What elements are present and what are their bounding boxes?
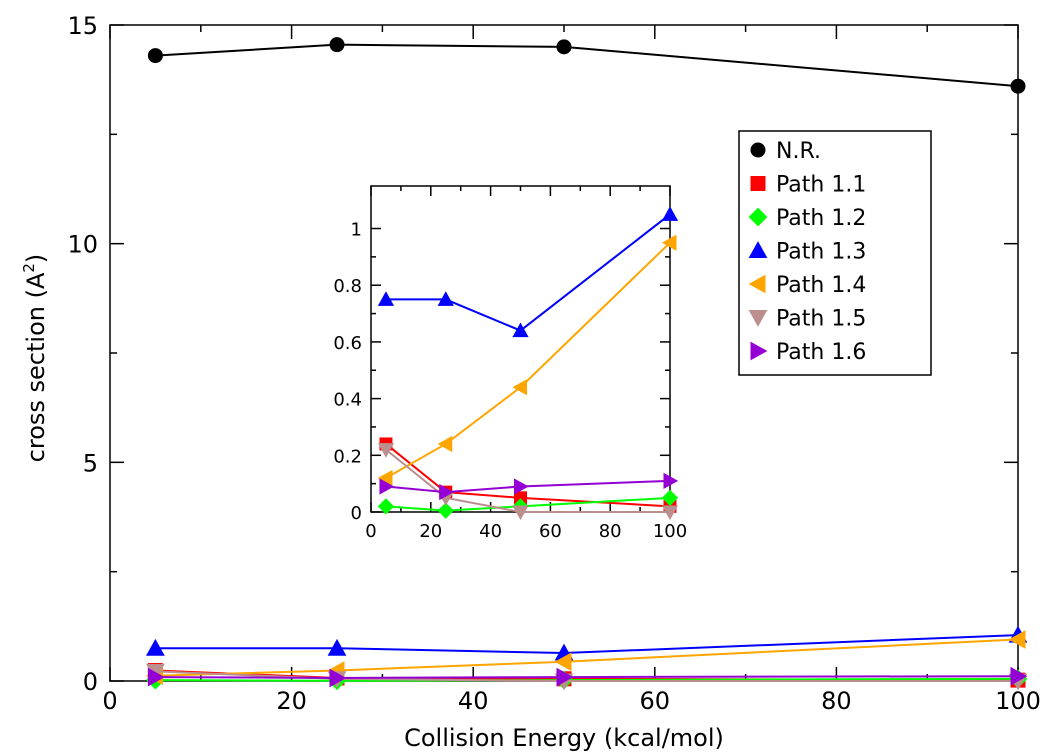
main-point-n-r xyxy=(147,48,163,64)
inset-point-path-1-6 xyxy=(379,478,395,495)
inset-line-path-1-4 xyxy=(385,241,671,479)
inset-plot-frame xyxy=(370,185,671,513)
inset-point-path-1-6 xyxy=(663,472,679,489)
legend-marker-n-r xyxy=(750,142,766,158)
legend-label-path-1-2: Path 1.2 xyxy=(776,206,866,231)
main-line-path-1-3 xyxy=(155,634,1019,655)
inset-point-path-1-1 xyxy=(514,491,527,505)
main-point-path-1-4 xyxy=(1008,630,1026,649)
legend-label-path-1-5: Path 1.5 xyxy=(776,307,866,332)
inset-x-tick-label: 60 xyxy=(539,521,562,542)
legend-box xyxy=(738,130,932,376)
main-line-n-r xyxy=(155,43,1019,88)
main-point-n-r xyxy=(329,37,345,53)
inset-x-tick-label: 80 xyxy=(599,521,622,542)
legend-marker-path-1-1 xyxy=(750,176,766,191)
inset-y-tick-label: 0.4 xyxy=(333,390,362,411)
main-point-path-1-6 xyxy=(1010,666,1028,686)
main-y-tick-label: 15 xyxy=(67,12,98,40)
inset-x-tick-label: 20 xyxy=(419,521,442,542)
inset-line-path-1-5 xyxy=(385,448,670,513)
inset-x-tick-label: 100 xyxy=(653,521,687,542)
legend-marker-path-1-4 xyxy=(748,274,766,294)
main-line-path-1-5 xyxy=(155,670,1018,682)
inset-point-path-1-2 xyxy=(437,502,454,519)
main-point-path-1-3 xyxy=(146,638,165,656)
inset-point-path-1-4 xyxy=(512,379,527,396)
inset-point-path-1-4 xyxy=(437,435,453,453)
main-point-path-1-4 xyxy=(554,652,572,672)
inset-point-path-1-5 xyxy=(661,505,679,521)
main-line-path-1-6 xyxy=(155,675,1019,679)
main-point-n-r xyxy=(1010,78,1026,94)
inset-point-path-1-2 xyxy=(661,489,679,506)
main-x-tick-label: 60 xyxy=(640,687,671,715)
inset-line-path-1-2 xyxy=(385,496,671,512)
legend-label-n-r: N.R. xyxy=(776,139,821,164)
inset-y-tick-label: 1 xyxy=(351,220,362,241)
main-point-n-r xyxy=(556,39,572,55)
legend-label-path-1-4: Path 1.4 xyxy=(776,273,866,298)
inset-point-path-1-6 xyxy=(514,478,529,495)
main-y-tick-label: 5 xyxy=(83,449,98,477)
main-point-path-1-6 xyxy=(556,667,574,687)
inset-x-tick-label: 0 xyxy=(365,521,376,542)
inset-point-path-1-6 xyxy=(439,484,454,501)
inset-x-tick-label: 40 xyxy=(479,521,502,542)
inset-point-path-1-2 xyxy=(377,498,395,515)
inset-y-tick-label: 0 xyxy=(351,503,362,524)
main-line-path-1-4 xyxy=(155,638,1019,677)
legend-marker-path-1-6 xyxy=(750,341,768,361)
inset-line-path-1-6 xyxy=(385,479,671,494)
y-axis-label: cross section (A2) xyxy=(20,254,50,463)
inset-point-path-1-4 xyxy=(377,469,393,487)
legend-marker-path-1-5 xyxy=(748,310,768,327)
main-x-tick-label: 80 xyxy=(821,687,852,715)
main-point-path-1-6 xyxy=(329,668,347,688)
legend-label-path-1-1: Path 1.1 xyxy=(776,173,866,198)
inset-y-tick-label: 0.6 xyxy=(333,333,362,354)
inset-y-tick-label: 0.2 xyxy=(333,446,362,467)
main-point-path-1-3 xyxy=(327,638,347,656)
inset-point-path-1-3 xyxy=(661,206,679,221)
main-y-tick-label: 10 xyxy=(67,231,98,259)
inset-point-path-1-4 xyxy=(661,234,677,251)
inset-point-path-1-5 xyxy=(377,443,395,458)
inset-panel: 0 20 40 60 80 100 0 0.2 0.4 0.6 0.8 1 xyxy=(333,185,687,542)
main-x-tick-label: 20 xyxy=(276,687,307,715)
inset-point-path-1-3 xyxy=(377,291,395,306)
main-x-tick-label: 0 xyxy=(102,687,117,715)
legend-marker-path-1-3 xyxy=(748,241,768,258)
legend-label-path-1-6: Path 1.6 xyxy=(776,340,866,365)
inset-y-tick-label: 0.8 xyxy=(333,276,362,297)
main-x-tick-label: 100 xyxy=(995,687,1041,715)
main-x-tick-label: 40 xyxy=(458,687,489,715)
legend-marker-path-1-2 xyxy=(748,207,768,227)
inset-point-path-1-5 xyxy=(512,505,529,521)
inset-point-path-1-3 xyxy=(437,291,454,306)
legend-label-path-1-3: Path 1.3 xyxy=(776,240,866,265)
legend: N.R. Path 1.1 Path 1.2 Path 1.3 Path 1.4 Path… xyxy=(738,130,932,376)
main-point-path-1-6 xyxy=(147,667,165,687)
x-axis-label: Collision Energy (kcal/mol) xyxy=(404,724,724,752)
inset-line-path-1-3 xyxy=(385,213,671,332)
main-y-tick-label: 0 xyxy=(83,668,98,696)
inset-point-path-1-3 xyxy=(512,322,529,338)
